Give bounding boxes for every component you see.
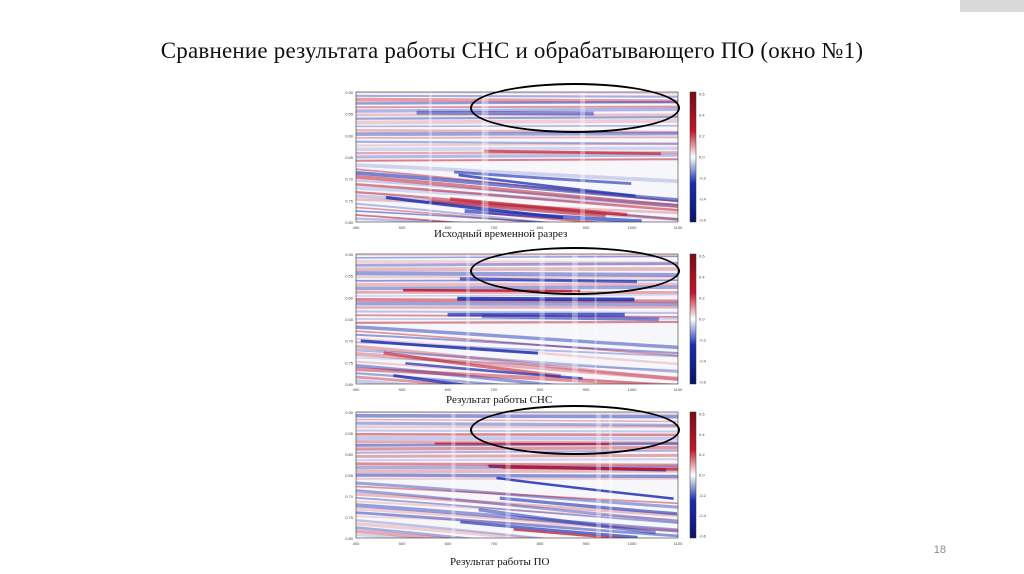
y-tick-label: 0.80	[345, 536, 354, 541]
x-tick-label: 700	[491, 225, 498, 230]
colorbar-tick-label: -0.2	[699, 493, 707, 498]
y-tick-label: 0.80	[345, 382, 354, 387]
colorbar-tick-label: -0.2	[699, 176, 707, 181]
x-tick-label: 600	[445, 387, 452, 392]
x-tick-label: 1100	[674, 387, 683, 392]
slide-number: 18	[933, 544, 946, 556]
x-tick-label: 1000	[628, 541, 638, 546]
colorbar-tick-label: -0.6	[699, 218, 707, 223]
x-tick-label: 400	[353, 225, 360, 230]
y-tick-label: 0.50	[345, 410, 354, 415]
slide-title: Сравнение результата работы СНС и обраба…	[160, 38, 864, 63]
y-tick-label: 0.75	[345, 198, 354, 203]
colorbar-tick-label: 0.4	[699, 432, 705, 437]
x-tick-label: 800	[537, 225, 544, 230]
y-tick-label: 0.65	[345, 155, 354, 160]
y-tick-label: 0.50	[345, 90, 354, 95]
x-tick-label: 900	[583, 225, 590, 230]
colorbar-tick-label: -0.6	[699, 380, 707, 385]
x-tick-label: 500	[399, 225, 406, 230]
colorbar-tick-label: 0.4	[699, 275, 705, 280]
colorbar-tick-label: 0.2	[699, 296, 705, 301]
y-tick-label: 0.60	[345, 295, 354, 300]
highlight-ellipse	[470, 83, 680, 133]
x-tick-label: 1100	[674, 541, 683, 546]
colorbar-tick-label: -0.4	[699, 197, 707, 202]
x-tick-label: 600	[445, 541, 452, 546]
x-tick-label: 700	[491, 387, 498, 392]
colorbar-tick-label: -0.4	[699, 513, 707, 518]
x-tick-label: 700	[491, 541, 498, 546]
highlight-ellipse	[470, 247, 680, 295]
colorbar-tick-label: 0.0	[699, 473, 705, 478]
y-tick-label: 0.65	[345, 473, 354, 478]
y-tick-label: 0.80	[345, 220, 354, 225]
y-tick-label: 0.60	[345, 133, 354, 138]
x-tick-label: 500	[399, 541, 406, 546]
colorbar-tick-label: 0.0	[699, 155, 705, 160]
x-tick-label: 600	[445, 225, 452, 230]
panel-caption: Результат работы СНС	[446, 394, 553, 406]
colorbar-tick-label: -0.2	[699, 338, 707, 343]
y-tick-label: 0.55	[345, 431, 354, 436]
colorbar-tick-label: 0.0	[699, 317, 705, 322]
y-tick-label: 0.70	[345, 177, 354, 182]
x-tick-label: 500	[399, 387, 406, 392]
y-tick-label: 0.55	[345, 274, 354, 279]
colorbar-tick-label: 0.4	[699, 113, 705, 118]
colorbar	[689, 411, 697, 539]
panel-caption: Исходный временной разрез	[434, 228, 568, 240]
y-tick-label: 0.75	[345, 515, 354, 520]
x-tick-label: 1000	[628, 387, 638, 392]
panel-caption: Результат работы ПО	[450, 556, 550, 568]
x-tick-label: 400	[353, 541, 360, 546]
y-tick-label: 0.50	[345, 252, 354, 257]
colorbar-tick-label: -0.4	[699, 359, 707, 364]
colorbar-tick-label: 0.6	[699, 254, 705, 259]
x-tick-label: 1100	[674, 225, 683, 230]
y-tick-label: 0.70	[345, 494, 354, 499]
highlight-ellipse	[470, 405, 680, 455]
colorbar-tick-label: 0.6	[699, 412, 705, 417]
y-tick-label: 0.75	[345, 360, 354, 365]
colorbar-tick-label: 0.2	[699, 134, 705, 139]
colorbar-tick-label: 0.2	[699, 452, 705, 457]
y-tick-label: 0.70	[345, 339, 354, 344]
colorbar-tick-label: -0.6	[699, 534, 707, 539]
x-tick-label: 900	[583, 387, 590, 392]
y-tick-label: 0.55	[345, 112, 354, 117]
y-tick-label: 0.60	[345, 452, 354, 457]
x-tick-label: 1000	[628, 225, 638, 230]
colorbar	[689, 253, 697, 385]
y-tick-label: 0.65	[345, 317, 354, 322]
x-tick-label: 900	[583, 541, 590, 546]
colorbar-tick-label: 0.6	[699, 92, 705, 97]
x-tick-label: 800	[537, 541, 544, 546]
x-tick-label: 400	[353, 387, 360, 392]
x-tick-label: 800	[537, 387, 544, 392]
corner-decoration	[960, 0, 1024, 12]
colorbar	[689, 91, 697, 223]
